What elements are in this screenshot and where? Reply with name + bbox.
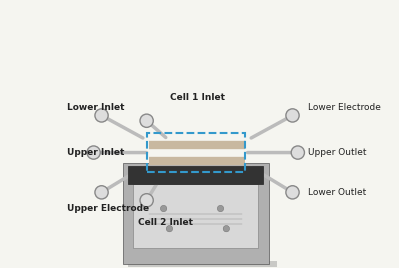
Text: Cell 1 Inlet: Cell 1 Inlet [170, 93, 225, 102]
Text: Lower Electrode: Lower Electrode [308, 103, 381, 112]
Bar [123, 163, 269, 264]
Text: Lower Inlet: Lower Inlet [67, 103, 124, 112]
Text: Upper Electrode: Upper Electrode [67, 204, 149, 213]
Text: Lower Outlet: Lower Outlet [308, 188, 367, 197]
Circle shape [291, 146, 304, 159]
Text: Cell 2 Inlet: Cell 2 Inlet [138, 218, 193, 226]
Circle shape [223, 225, 229, 232]
Text: Upper Inlet: Upper Inlet [67, 148, 124, 157]
Text: Upper Outlet: Upper Outlet [308, 148, 367, 157]
Bar [133, 184, 258, 248]
Circle shape [87, 146, 100, 159]
Circle shape [217, 205, 224, 212]
Circle shape [166, 225, 173, 232]
Circle shape [140, 114, 153, 127]
Circle shape [160, 205, 167, 212]
Bar [147, 133, 245, 172]
Bar [128, 166, 263, 184]
Circle shape [95, 186, 108, 199]
Circle shape [286, 186, 299, 199]
Circle shape [286, 109, 299, 122]
Circle shape [95, 109, 108, 122]
Circle shape [140, 194, 153, 207]
Bar [128, 261, 277, 268]
